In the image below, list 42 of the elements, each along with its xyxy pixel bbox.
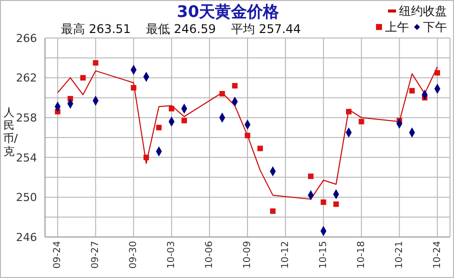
x-tick-label: 10-15 — [318, 241, 329, 269]
x-tick-label: 10-21 — [394, 241, 405, 269]
point — [130, 85, 136, 90]
point — [181, 118, 187, 124]
point — [168, 106, 174, 112]
x-tick-label: 09-24 — [52, 241, 64, 269]
point — [80, 75, 86, 81]
x-tick-label: 10-12 — [280, 241, 291, 269]
point — [346, 108, 352, 114]
point — [409, 88, 415, 94]
chart-subtitle: 最高 263.51 最低 246.59 平均 257.44 — [61, 21, 301, 38]
legend-label: 上午 — [385, 19, 409, 35]
legend-label: 纽约收盘 — [399, 3, 447, 19]
legend-label: 下午 — [423, 19, 447, 35]
point — [257, 146, 263, 152]
point — [358, 118, 364, 124]
point — [320, 199, 326, 205]
x-tick-label: 10-24 — [432, 241, 443, 269]
y-tick-label: 258 — [16, 112, 37, 125]
point — [219, 90, 225, 96]
y-tick-label: 266 — [16, 32, 37, 45]
point — [156, 124, 162, 130]
point — [270, 208, 276, 214]
y-tick-label: 262 — [16, 72, 37, 85]
point — [92, 60, 98, 66]
y-tick-label: 250 — [16, 191, 37, 204]
x-tick-label: 10-18 — [356, 241, 367, 269]
x-tick-label: 09-30 — [128, 241, 140, 269]
point — [333, 201, 339, 207]
point — [434, 70, 440, 76]
x-tick-label: 10-03 — [166, 241, 178, 269]
y-tick-label: 254 — [16, 151, 37, 164]
point — [144, 154, 149, 160]
x-tick-label: 10-09 — [242, 241, 253, 269]
x-tick-label: 10-06 — [204, 241, 216, 269]
point — [308, 174, 314, 180]
y-axis-title: 人民币/克 — [3, 106, 18, 158]
chart-title: 30天黄金价格 — [176, 2, 280, 21]
point — [232, 83, 238, 88]
x-tick-label: 09-27 — [90, 241, 102, 269]
y-tick-label: 246 — [16, 230, 37, 244]
line-series — [57, 66, 438, 200]
